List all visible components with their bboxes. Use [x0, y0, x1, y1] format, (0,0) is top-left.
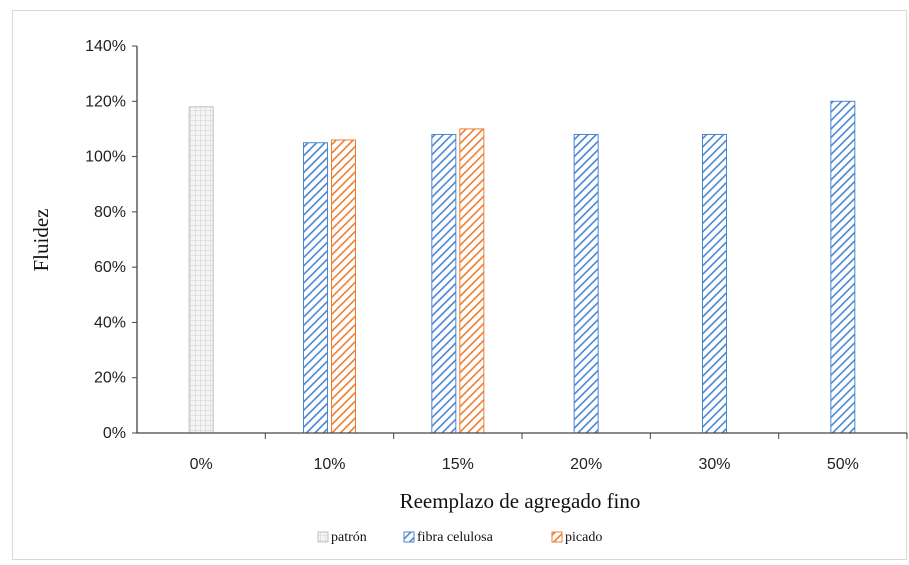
- bar-fibra-celulosa-20pct: [573, 133, 599, 434]
- legend-swatch: [317, 531, 329, 543]
- bar-fibra-celulosa-30pct: [702, 133, 727, 434]
- x-axis-title: Reemplazo de agregado fino: [400, 489, 641, 513]
- y-tick-label: 100%: [85, 149, 126, 166]
- x-tick-label: 20%: [570, 456, 602, 473]
- x-tick-label: 10%: [313, 456, 345, 473]
- y-tick-label: 40%: [94, 314, 126, 331]
- y-tick-label: 140%: [85, 38, 126, 55]
- legend-swatch: [551, 531, 563, 543]
- y-axis-title: Fluidez: [29, 209, 53, 272]
- x-tick-label: 0%: [190, 456, 213, 473]
- x-axis-ticks: 0% 10% 15% 20% 30% 50%: [190, 433, 908, 473]
- bar-fibra-celulosa-50pct: [830, 100, 856, 434]
- legend: patrón fibra celulosa picado: [317, 530, 602, 545]
- legend-label: fibra celulosa: [417, 530, 494, 545]
- x-tick-label: 15%: [442, 456, 474, 473]
- bar-picado-10pct: [331, 139, 356, 434]
- y-tick-label: 0%: [103, 425, 126, 442]
- bar-picado-15pct: [459, 128, 485, 434]
- y-tick-label: 120%: [85, 93, 126, 110]
- y-axis-ticks: 0% 20% 40% 60% 80% 100% 120% 140%: [85, 38, 137, 442]
- y-tick-label: 80%: [94, 204, 126, 221]
- y-tick-label: 60%: [94, 259, 126, 276]
- x-tick-label: 30%: [698, 456, 730, 473]
- bar-fibra-celulosa-15pct: [431, 133, 457, 434]
- x-tick-label: 50%: [827, 456, 859, 473]
- bar-patron-0pct: [188, 106, 214, 434]
- legend-label: picado: [565, 530, 602, 545]
- bars: [188, 100, 856, 434]
- legend-swatch: [403, 531, 415, 543]
- y-tick-label: 20%: [94, 370, 126, 387]
- legend-label: patrón: [331, 530, 367, 545]
- bar-fibra-celulosa-10pct: [303, 142, 328, 434]
